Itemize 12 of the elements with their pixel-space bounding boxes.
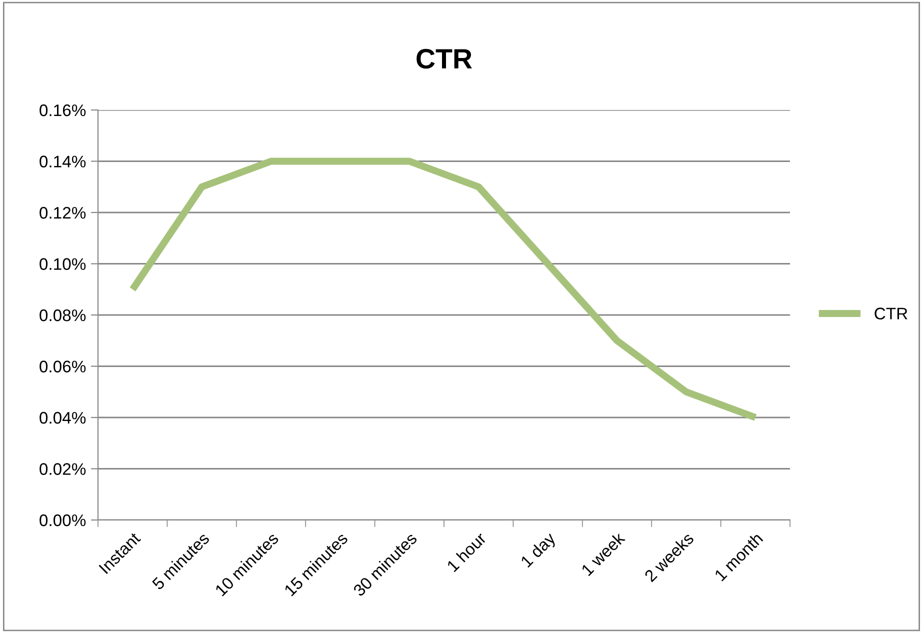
legend-label: CTR (874, 308, 908, 320)
y-tick-label: 0.14% (40, 156, 86, 168)
y-tick-label: 0.10% (40, 258, 86, 270)
y-tick-label: 0.02% (40, 463, 86, 475)
y-tick-label: 0.00% (40, 514, 86, 526)
y-tick-label: 0.08% (40, 309, 86, 322)
y-tick-label: 0.12% (40, 206, 86, 219)
y-tick-label: 0.04% (40, 412, 86, 424)
y-tick-label: 0.06% (40, 360, 86, 372)
y-tick-label: 0.16% (40, 104, 86, 116)
x-tick-label: 1 day (520, 531, 559, 570)
chart-title: CTR (416, 48, 472, 69)
